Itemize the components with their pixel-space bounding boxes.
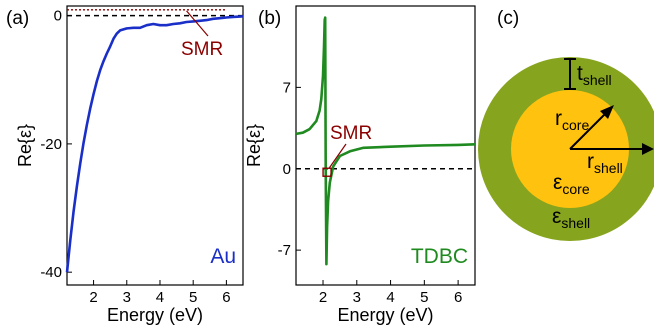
smr-annotation: SMR [330, 123, 372, 144]
y-tick-label: 7 [283, 79, 291, 96]
series-annotation-au: Au [210, 245, 236, 268]
x-tick-label: 3 [353, 289, 361, 306]
series-line-tdbc [295, 16, 476, 266]
smr-pointer [328, 143, 347, 169]
series-annotation-tdbc: TDBC [411, 245, 468, 268]
panel-b: 2 3 4 5 6 7 0 -7 Energy (eV) Re{ε} (b) SMR TDBC [244, 5, 476, 325]
x-tick-label: 6 [222, 289, 230, 306]
x-tick-label: 2 [319, 289, 327, 306]
r-core-arrowhead [600, 105, 614, 119]
eps-shell-label: εshell [552, 205, 590, 231]
plot-frame [66, 5, 244, 286]
series-line-au [65, 15, 244, 273]
y-axis-label: Re{ε} [244, 124, 264, 167]
t-shell-label: tshell [577, 62, 612, 88]
eps-core-label: εcore [553, 171, 590, 197]
panel-label-c: (c) [497, 8, 519, 29]
smr-annotation: SMR [181, 39, 223, 60]
r-shell-label: rshell [587, 150, 623, 176]
shell-thickness-marker [564, 58, 576, 90]
panel-c-schematic: (c) tshell rcore rshell εcore εshell [478, 8, 654, 241]
x-tick-label: 4 [156, 289, 164, 306]
r-core-arrow [569, 112, 607, 150]
panel-label: (b) [258, 8, 281, 29]
x-tick-label: 5 [420, 289, 428, 306]
r-shell-arrowhead [642, 143, 654, 155]
y-axis-label: Re{ε} [15, 124, 35, 167]
y-tick-label: -40 [40, 264, 62, 281]
x-tick-label: 6 [454, 289, 462, 306]
y-tick-label: 0 [283, 161, 291, 178]
panel-a: 2 3 4 5 6 0 -20 -40 Energy (eV) Re{ε} (a) SMR Au [6, 5, 244, 325]
x-tick-label: 5 [189, 289, 197, 306]
x-axis-label: Energy (eV) [107, 305, 203, 325]
panel-label: (a) [6, 8, 29, 29]
r-core-label: rcore [555, 107, 589, 133]
x-tick-label: 3 [123, 289, 131, 306]
y-tick-label: -20 [40, 136, 62, 153]
y-tick-label: 0 [54, 8, 62, 25]
y-tick-label: -7 [278, 242, 291, 259]
x-tick-label: 2 [89, 289, 97, 306]
x-tick-label: 4 [386, 289, 394, 306]
smr-pointer [186, 10, 209, 37]
x-axis-label: Energy (eV) [337, 305, 433, 325]
smr-marker [322, 167, 332, 177]
